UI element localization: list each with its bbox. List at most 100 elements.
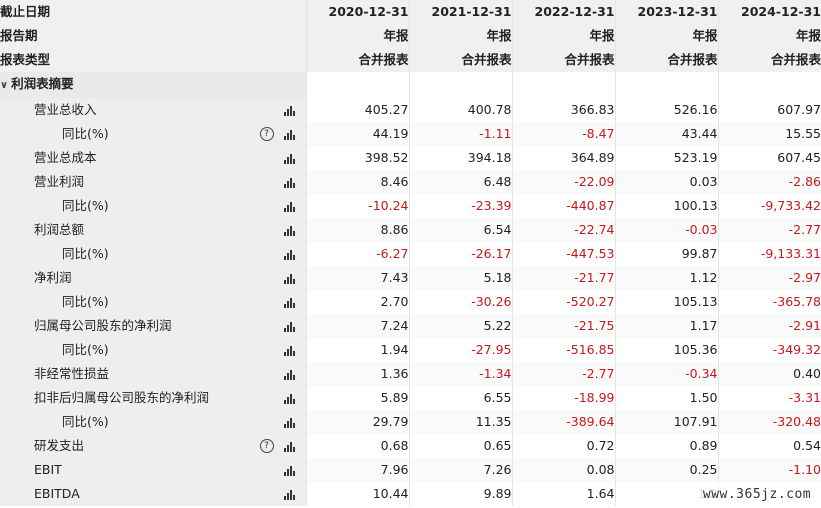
- section-title: 利润表摘要: [11, 76, 74, 91]
- table-row: 同比(%) 29.79 11.35 -389.64 107.91 -320.48: [0, 410, 821, 434]
- row-label-cell: 同比(%): [0, 338, 306, 362]
- value-cell: 29.79: [305, 410, 409, 434]
- year-column-header[interactable]: 2023-12-31: [614, 0, 718, 24]
- row-label-cell: 净利润: [0, 266, 306, 290]
- value-cell: -1.10: [717, 458, 821, 482]
- bar-chart-icon[interactable]: [283, 441, 296, 452]
- date-header-label: 截止日期: [0, 0, 306, 24]
- value-cell: 10.44: [305, 482, 409, 506]
- type-cell: 合并报表: [408, 48, 512, 72]
- row-label: EBIT: [34, 462, 62, 477]
- table-row: 同比(%)? 44.19 -1.11 -8.47 43.44 15.55: [0, 122, 821, 146]
- value-cell: 7.24: [305, 314, 409, 338]
- value-cell: -23.39: [408, 194, 512, 218]
- value-cell: -27.95: [408, 338, 512, 362]
- bar-chart-icon[interactable]: [283, 465, 296, 476]
- header-row-period: 报告期 年报 年报 年报 年报 年报: [0, 24, 821, 48]
- value-cell: -3.31: [717, 386, 821, 410]
- year-column-header[interactable]: 2021-12-31: [408, 0, 512, 24]
- row-label-cell: 营业总收入: [0, 98, 306, 122]
- bar-chart-icon[interactable]: [283, 153, 296, 164]
- value-cell: 8.86: [305, 218, 409, 242]
- bar-chart-icon[interactable]: [283, 249, 296, 260]
- value-cell: 100.13: [614, 194, 718, 218]
- value-cell: -21.75: [511, 314, 615, 338]
- year-column-header[interactable]: 2020-12-31: [305, 0, 409, 24]
- type-cell: 合并报表: [614, 48, 718, 72]
- row-label: 净利润: [34, 270, 72, 285]
- table-row: 净利润 7.43 5.18 -21.77 1.12 -2.97: [0, 266, 821, 290]
- period-cell: 年报: [511, 24, 615, 48]
- value-cell: 43.44: [614, 122, 718, 146]
- value-cell: 364.89: [511, 146, 615, 170]
- value-cell: 7.43: [305, 266, 409, 290]
- value-cell: 1.94: [305, 338, 409, 362]
- year-column-header[interactable]: 2022-12-31: [511, 0, 615, 24]
- section-row-income-summary[interactable]: ∨ 利润表摘要: [0, 72, 821, 98]
- bar-chart-icon[interactable]: [283, 345, 296, 356]
- bar-chart-icon[interactable]: [283, 489, 296, 500]
- row-label: 营业总收入: [34, 102, 97, 117]
- value-cell: 44.19: [305, 122, 409, 146]
- value-cell: 2.70: [305, 290, 409, 314]
- value-cell: 523.19: [614, 146, 718, 170]
- bar-chart-icon[interactable]: [283, 105, 296, 116]
- row-label-cell: 扣非后归属母公司股东的净利润: [0, 386, 306, 410]
- row-label: 同比(%): [62, 342, 109, 357]
- bar-chart-icon[interactable]: [283, 321, 296, 332]
- bar-chart-icon[interactable]: [283, 273, 296, 284]
- value-cell: -2.97: [717, 266, 821, 290]
- row-label-cell: 同比(%): [0, 410, 306, 434]
- type-cell: 合并报表: [717, 48, 821, 72]
- table-row: 非经常性损益 1.36 -1.34 -2.77 -0.34 0.40: [0, 362, 821, 386]
- value-cell: 366.83: [511, 98, 615, 122]
- value-cell: 0.68: [305, 434, 409, 458]
- value-cell: -0.03: [614, 218, 718, 242]
- value-cell: 5.18: [408, 266, 512, 290]
- table-row: 同比(%) -6.27 -26.17 -447.53 99.87 -9,133.31: [0, 242, 821, 266]
- period-header-label: 报告期: [0, 24, 306, 48]
- row-label: EBITDA: [34, 486, 80, 501]
- bar-chart-icon[interactable]: [283, 297, 296, 308]
- value-cell: -26.17: [408, 242, 512, 266]
- watermark: www.365jz.com: [693, 482, 821, 508]
- value-cell: 6.48: [408, 170, 512, 194]
- row-label-cell: EBIT: [0, 458, 306, 482]
- help-circle-icon[interactable]: ?: [259, 439, 274, 453]
- value-cell: 0.03: [614, 170, 718, 194]
- bar-chart-icon[interactable]: [283, 201, 296, 212]
- table-row: 营业利润 8.46 6.48 -22.09 0.03 -2.86: [0, 170, 821, 194]
- header-row-date: 截止日期 2020-12-31 2021-12-31 2022-12-31 20…: [0, 0, 821, 24]
- row-label: 扣非后归属母公司股东的净利润: [34, 390, 210, 405]
- table-row: 同比(%) -10.24 -23.39 -440.87 100.13 -9,733.42: [0, 194, 821, 218]
- table-row: 研发支出? 0.68 0.65 0.72 0.89 0.54: [0, 434, 821, 458]
- year-column-header[interactable]: 2024-12-31: [717, 0, 821, 24]
- value-cell: -9,133.31: [717, 242, 821, 266]
- table-row: 营业总收入 405.27 400.78 366.83 526.16 607.97: [0, 98, 821, 122]
- row-label: 同比(%): [62, 198, 109, 213]
- value-cell: 0.25: [614, 458, 718, 482]
- bar-chart-icon[interactable]: [283, 417, 296, 428]
- bar-chart-icon[interactable]: [283, 393, 296, 404]
- bar-chart-icon[interactable]: [283, 369, 296, 380]
- type-header-label: 报表类型: [0, 48, 306, 72]
- chevron-down-icon[interactable]: ∨: [0, 80, 9, 91]
- bar-chart-icon[interactable]: [283, 225, 296, 236]
- value-cell: 11.35: [408, 410, 512, 434]
- value-cell: 400.78: [408, 98, 512, 122]
- bar-chart-icon[interactable]: [283, 177, 296, 188]
- help-circle-icon[interactable]: ?: [259, 127, 274, 141]
- value-cell: -1.11: [408, 122, 512, 146]
- type-cell: 合并报表: [511, 48, 615, 72]
- value-cell: 7.26: [408, 458, 512, 482]
- section-toggle[interactable]: ∨ 利润表摘要: [0, 72, 306, 98]
- bar-chart-icon[interactable]: [283, 129, 296, 140]
- value-cell: 6.55: [408, 386, 512, 410]
- value-cell: 107.91: [614, 410, 718, 434]
- row-label: 非经常性损益: [34, 366, 110, 381]
- row-label: 同比(%): [62, 414, 109, 429]
- table-row: 营业总成本 398.52 394.18 364.89 523.19 607.45: [0, 146, 821, 170]
- row-label-cell: 营业利润: [0, 170, 306, 194]
- table-row: 同比(%) 1.94 -27.95 -516.85 105.36 -349.32: [0, 338, 821, 362]
- value-cell: 105.36: [614, 338, 718, 362]
